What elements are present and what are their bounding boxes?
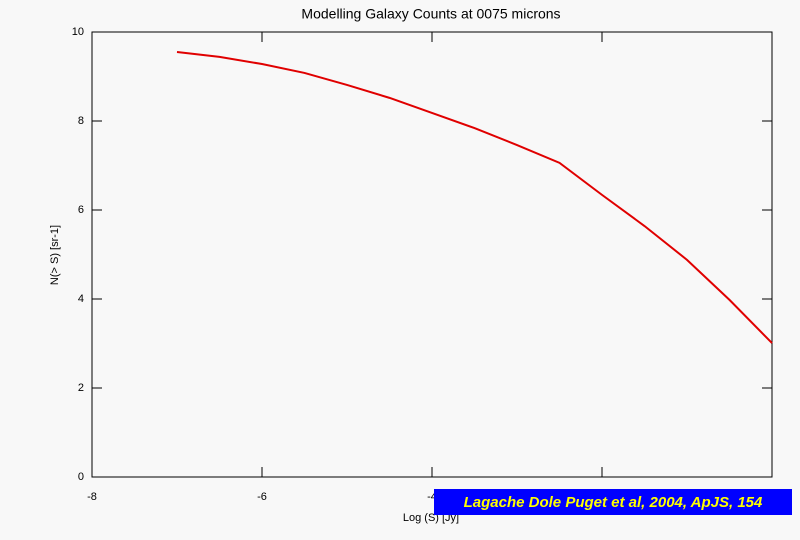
- y-tick-label: 4: [78, 293, 84, 305]
- x-tick-label: -4: [427, 491, 437, 503]
- y-tick-label: 2: [78, 382, 84, 394]
- y-tick-label: 0: [78, 471, 84, 483]
- annotation: Lagache Dole Puget et al, 2004, ApJS, 15…: [464, 494, 763, 511]
- y-axis-label: N(> S) [sr-1]: [49, 225, 61, 285]
- y-tick-label: 8: [78, 115, 84, 127]
- y-tick-label: 6: [78, 204, 84, 216]
- chart-title: Modelling Galaxy Counts at 0075 microns: [301, 6, 560, 22]
- x-tick-label: -8: [87, 491, 97, 503]
- y-tick-label: 10: [72, 26, 84, 38]
- annotation-box: [434, 489, 792, 515]
- plot-frame: [91, 31, 773, 478]
- x-tick-label: -6: [257, 491, 267, 503]
- data-line: [176, 51, 773, 344]
